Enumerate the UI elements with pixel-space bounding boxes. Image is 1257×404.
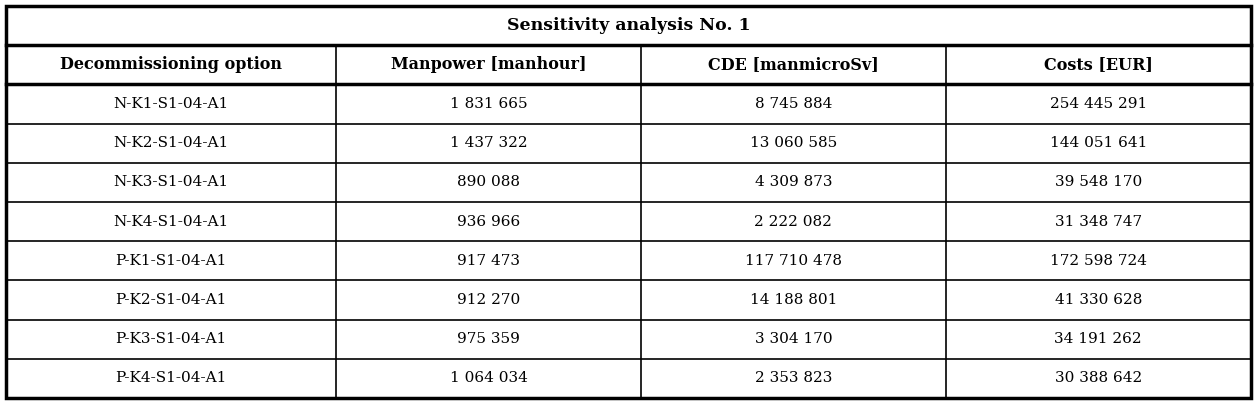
Text: 144 051 641: 144 051 641 — [1050, 136, 1146, 150]
Text: P-K1-S1-04-A1: P-K1-S1-04-A1 — [116, 254, 226, 268]
Text: P-K4-S1-04-A1: P-K4-S1-04-A1 — [116, 371, 226, 385]
Text: N-K4-S1-04-A1: N-K4-S1-04-A1 — [113, 215, 229, 229]
Text: 2 353 823: 2 353 823 — [754, 371, 832, 385]
Text: 34 191 262: 34 191 262 — [1055, 332, 1143, 346]
Text: 1 437 322: 1 437 322 — [450, 136, 528, 150]
Text: Costs [EUR]: Costs [EUR] — [1043, 56, 1153, 74]
Text: P-K2-S1-04-A1: P-K2-S1-04-A1 — [116, 293, 226, 307]
Text: Sensitivity analysis No. 1: Sensitivity analysis No. 1 — [507, 17, 750, 34]
Text: Decommissioning option: Decommissioning option — [60, 56, 282, 74]
Text: 4 309 873: 4 309 873 — [754, 175, 832, 189]
Text: 917 473: 917 473 — [458, 254, 520, 268]
Text: 13 060 585: 13 060 585 — [749, 136, 837, 150]
Text: 890 088: 890 088 — [458, 175, 520, 189]
Text: 30 388 642: 30 388 642 — [1055, 371, 1141, 385]
Text: CDE [manmicroSv]: CDE [manmicroSv] — [708, 56, 879, 74]
Text: 975 359: 975 359 — [458, 332, 520, 346]
Text: 912 270: 912 270 — [456, 293, 520, 307]
Text: 254 445 291: 254 445 291 — [1050, 97, 1146, 111]
Text: 31 348 747: 31 348 747 — [1055, 215, 1141, 229]
Text: N-K1-S1-04-A1: N-K1-S1-04-A1 — [113, 97, 229, 111]
Text: 117 710 478: 117 710 478 — [745, 254, 842, 268]
Text: 172 598 724: 172 598 724 — [1050, 254, 1146, 268]
Text: 14 188 801: 14 188 801 — [749, 293, 837, 307]
Text: 1 064 034: 1 064 034 — [450, 371, 528, 385]
Text: Manpower [manhour]: Manpower [manhour] — [391, 56, 586, 74]
Text: N-K2-S1-04-A1: N-K2-S1-04-A1 — [113, 136, 229, 150]
Text: 3 304 170: 3 304 170 — [754, 332, 832, 346]
Text: 1 831 665: 1 831 665 — [450, 97, 528, 111]
Text: 8 745 884: 8 745 884 — [754, 97, 832, 111]
Text: N-K3-S1-04-A1: N-K3-S1-04-A1 — [113, 175, 229, 189]
Text: 2 222 082: 2 222 082 — [754, 215, 832, 229]
Text: 39 548 170: 39 548 170 — [1055, 175, 1141, 189]
Text: P-K3-S1-04-A1: P-K3-S1-04-A1 — [116, 332, 226, 346]
Text: 936 966: 936 966 — [456, 215, 520, 229]
Text: 41 330 628: 41 330 628 — [1055, 293, 1141, 307]
